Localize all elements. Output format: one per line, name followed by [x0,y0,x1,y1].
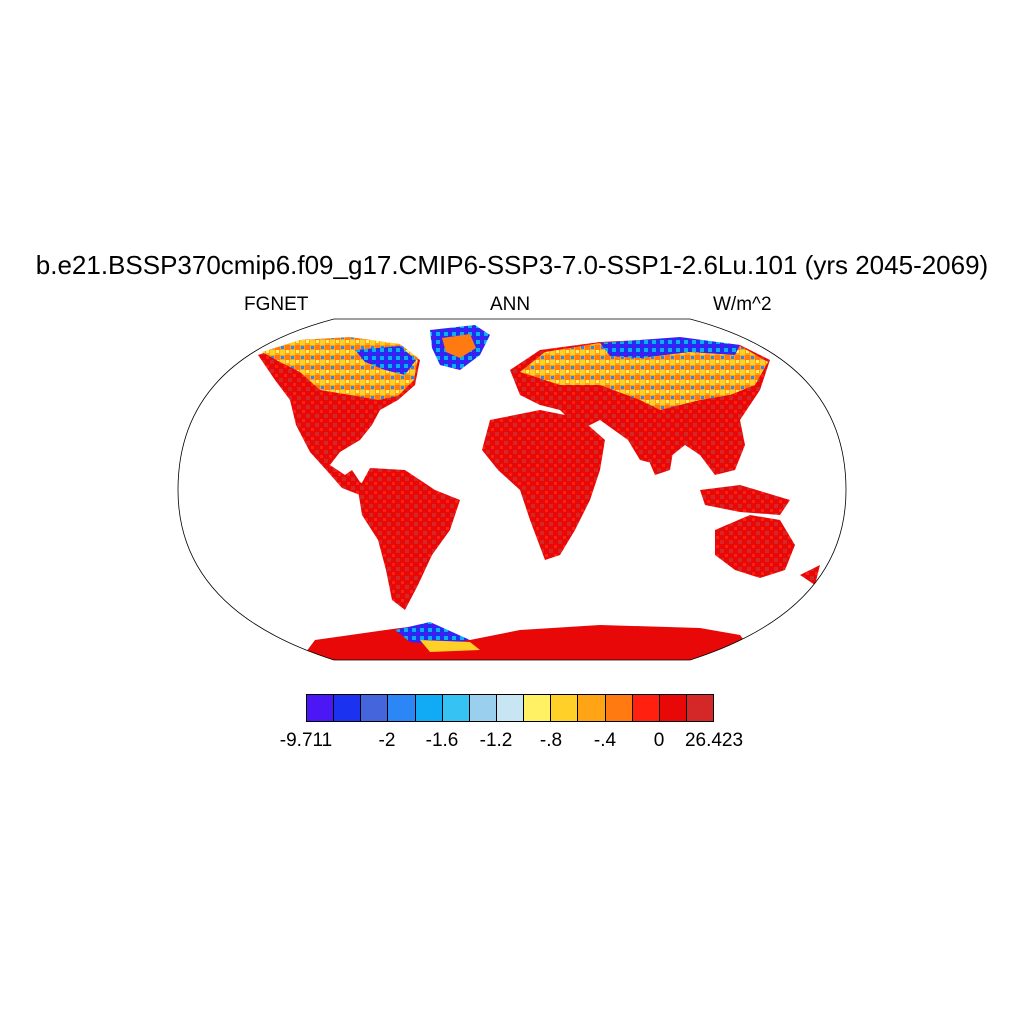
colorbar-cell [524,695,552,721]
units-label: W/m^2 [713,294,772,315]
colorbar-cell [442,695,470,721]
globe-outline [177,318,847,661]
colorbar-cell [361,695,389,721]
season-label: ANN [490,294,531,315]
colorbar-cell [632,695,660,721]
colorbar-label: -1.2 [479,730,513,751]
hudson-cold-edge [355,346,416,375]
colorbar-labels: -9.711 -2 -1.6 -1.2 -.8 -.4 0 26.423 [0,730,1024,760]
colorbar-label: -.4 [593,730,617,751]
greenland-interior [442,334,476,358]
colorbar-cell [686,695,714,721]
colorbar-cell [496,695,525,721]
colorbar-cell [469,695,497,721]
colorbar-cell [388,695,416,721]
colorbar-cell [415,695,443,721]
colorbar-label: -2 [378,730,396,751]
colorbar-cell [307,695,335,721]
siberia-region [520,338,768,410]
colorbar-label: -9.711 [279,730,333,751]
colorbar-label: 0 [653,730,665,751]
maritime-continent-region [700,485,790,515]
colorbar-label: -1.6 [425,730,459,751]
colorbar [306,694,714,722]
map-fill [258,325,820,660]
africa-region [482,410,605,560]
new-zealand-region [800,565,820,585]
colorbar-label: -.8 [539,730,563,751]
colorbar-cell [578,695,606,721]
siberia-cold-edge [600,337,740,358]
south-asia-region [640,440,675,475]
antarctic-coast-edge [420,640,480,652]
colorbar-cell [659,695,687,721]
plot-title: b.e21.BSSP370cmip6.f09_g17.CMIP6-SSP3-7.… [35,250,989,280]
colorbar-cell [334,695,362,721]
south-america-region [358,468,460,610]
colorbar-label: 26.423 [684,730,744,751]
variable-label: FGNET [244,294,309,315]
colorbar-cell [551,695,579,721]
australia-region [715,515,795,578]
colorbar-cell [605,695,633,721]
antarctica-region [300,625,760,660]
antarctic-peninsula-edge [395,622,470,645]
